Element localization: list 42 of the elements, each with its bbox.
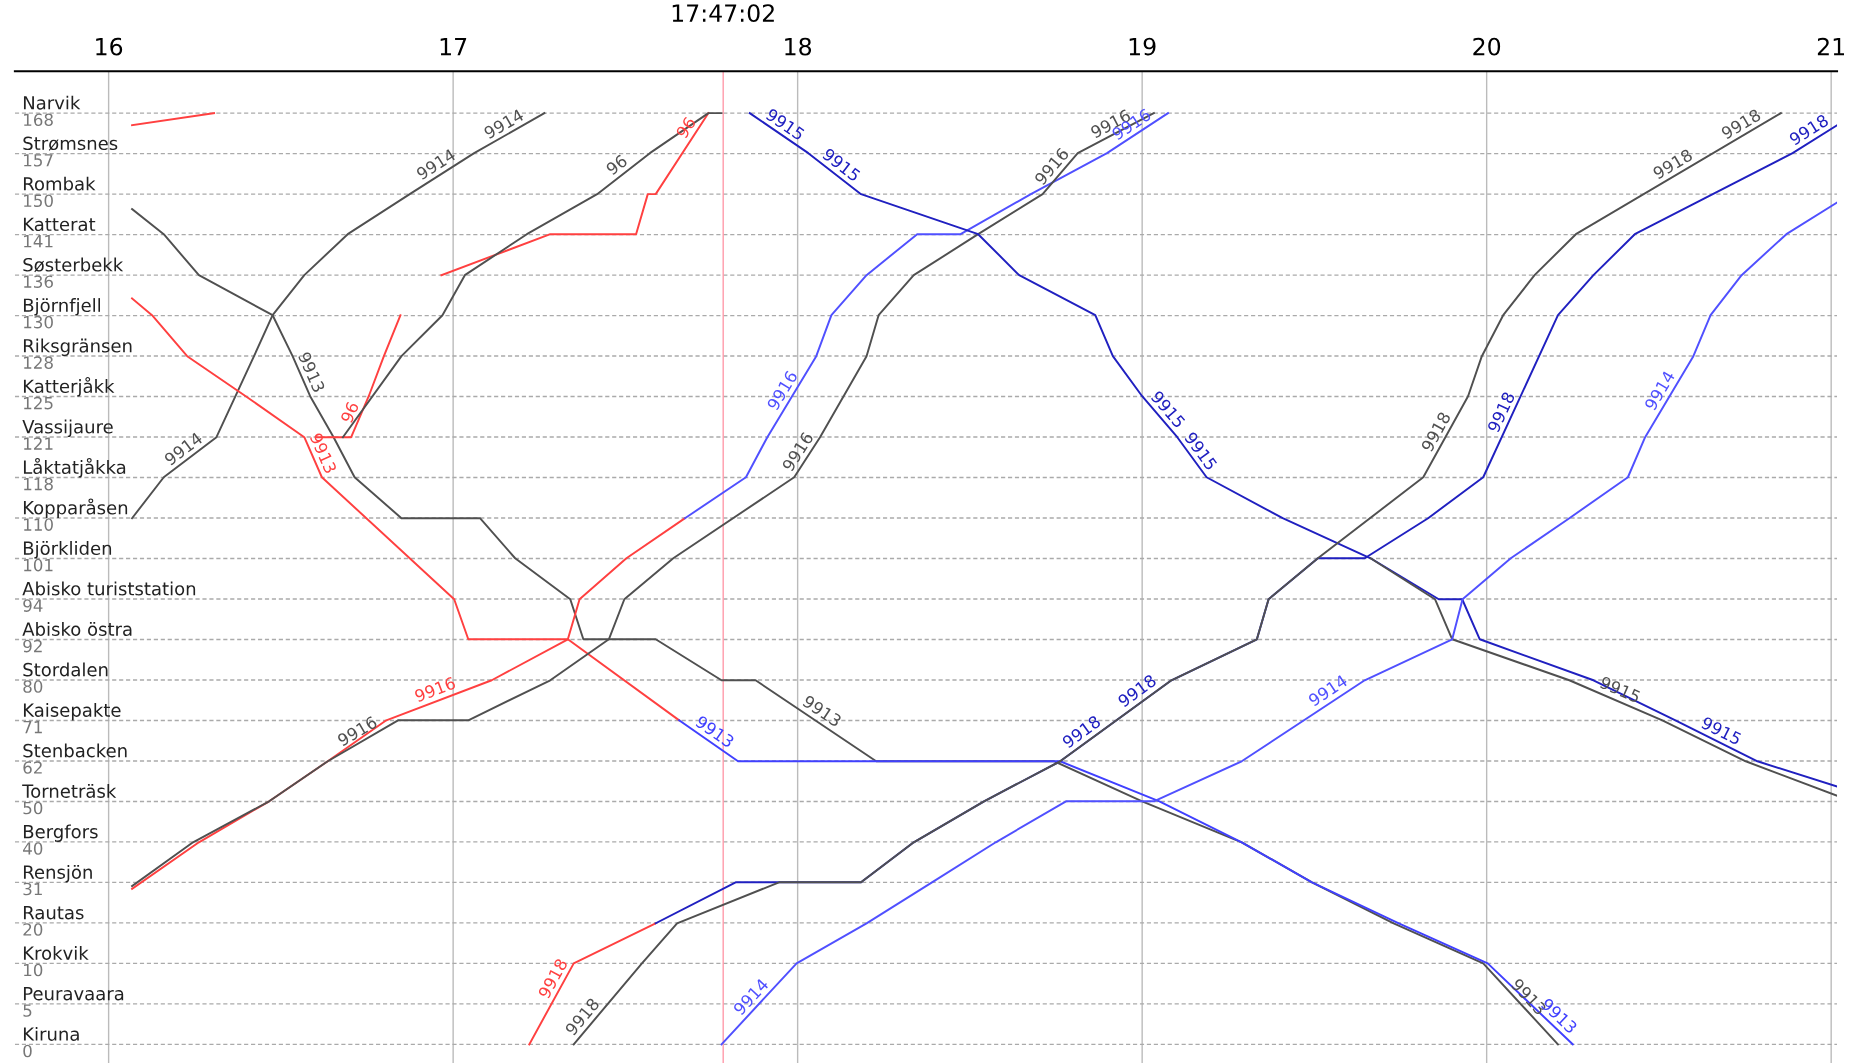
category-label: Krokvik 10 (23, 945, 89, 977)
category-label: Rensjön 31 (23, 864, 92, 896)
x-tick-label: 21 (1817, 37, 1845, 56)
category-label: Låktatjåkka 118 (23, 457, 126, 491)
annotation: 9913 (297, 351, 326, 393)
x-tick-label: 17 (440, 37, 467, 56)
category-label: Stordalen 80 (23, 662, 108, 693)
category-label: Bergfors 40 (23, 824, 98, 855)
category-label: Stenbacken 62 (23, 743, 127, 774)
category-label: Riksgränsen 128 (23, 338, 132, 369)
category-label: Narvik 168 (23, 95, 81, 127)
category-label: Kaisepakte 71 (23, 702, 121, 734)
category-label: Abisko turiststation 94 (22, 581, 196, 612)
x-tick-label: 19 (1129, 37, 1156, 56)
x-tick-label: 18 (785, 37, 812, 56)
annotation: 9913 (309, 432, 338, 474)
category-label: Björnfjell 130 (23, 298, 101, 329)
annotation: 96 (340, 401, 360, 424)
annotation: 9918 (1420, 411, 1452, 453)
annotation: 9916 (413, 676, 457, 703)
category-label: Björkliden 101 (23, 541, 112, 572)
category-label: Vassijaure 121 (22, 419, 113, 450)
category-label: Søsterbekk 136 (23, 257, 124, 288)
text: 17:47:02 (672, 4, 774, 23)
annotation: 9915 (1700, 716, 1742, 746)
category-label: Katterat 141 (23, 217, 96, 248)
category-label: Abisko östra 92 (22, 622, 132, 653)
category-label: Rautas 20 (23, 905, 84, 936)
x-tick-label: 20 (1473, 37, 1501, 56)
category-label: Kiruna 0 (23, 1026, 79, 1058)
annotation: 96 (605, 153, 629, 176)
annotation: 9918 (1486, 391, 1516, 433)
category-label: Katterjåkk 125 (23, 376, 115, 410)
annotation: 9915 (1599, 675, 1641, 704)
category-label: Torneträsk 50 (22, 783, 117, 815)
x-tick-label: 16 (96, 37, 123, 56)
annotation: 9918 (537, 957, 568, 1000)
category-label: Peuravaara 5 (23, 986, 124, 1017)
category-label: Kopparåsen 110 (23, 498, 128, 531)
category-label: Rombak 150 (23, 176, 96, 208)
annotation: 96 (675, 116, 697, 139)
category-label: Strømsnes 157 (23, 136, 118, 167)
